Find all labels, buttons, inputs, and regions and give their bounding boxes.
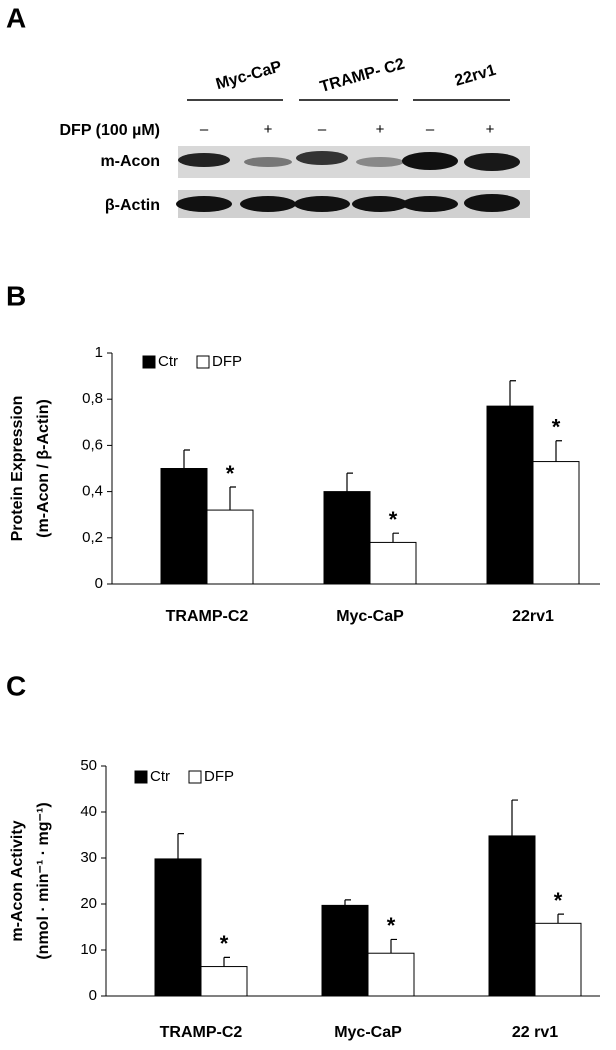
group-label: 22rv1 — [453, 62, 498, 90]
y-axis-label: (nmol · min⁻¹ · mg⁻¹) — [35, 802, 52, 959]
bar — [160, 468, 208, 585]
lane-label: – — [318, 121, 327, 138]
row-label: m-Acon — [100, 153, 160, 170]
y-tick-label: 1 — [95, 344, 103, 361]
y-axis-label: (m-Acon / β-Actin) — [35, 399, 52, 538]
bar — [154, 858, 202, 997]
error-bar — [229, 486, 236, 511]
error-bar — [223, 956, 230, 967]
legend-label: DFP — [212, 353, 242, 370]
y-tick-label: 0,6 — [82, 436, 103, 453]
legend-label: DFP — [204, 768, 234, 785]
error-bar — [509, 380, 516, 407]
bar — [532, 461, 580, 585]
x-tick-label: 22rv1 — [512, 608, 554, 625]
significance-mark: * — [387, 913, 396, 938]
legend-swatch — [142, 355, 156, 369]
y-tick-label: 0 — [89, 987, 97, 1004]
panel-label: A — [6, 2, 26, 33]
bar — [369, 541, 417, 585]
x-tick-label: TRAMP-C2 — [160, 1024, 243, 1041]
group-label: Myc-CaP — [214, 58, 284, 93]
error-bar — [177, 833, 184, 859]
y-tick-label: 40 — [80, 803, 97, 820]
legend-swatch — [188, 770, 202, 784]
significance-mark: * — [226, 461, 235, 486]
bar — [323, 491, 371, 585]
significance-mark: * — [389, 507, 398, 532]
y-tick-label: 10 — [80, 941, 97, 958]
row-label: β-Actin — [105, 197, 160, 214]
lane-label: – — [200, 121, 209, 138]
error-bar — [392, 532, 399, 543]
x-tick-label: Myc-CaP — [334, 1024, 402, 1041]
lane-label: + — [264, 121, 273, 138]
error-bar — [183, 449, 190, 469]
legend-label: Ctr — [150, 768, 170, 785]
significance-mark: * — [554, 888, 563, 913]
bar — [488, 835, 536, 997]
bar — [534, 922, 582, 997]
y-tick-label: 0,2 — [82, 529, 103, 546]
lane-label: – — [426, 121, 435, 138]
x-tick-label: TRAMP-C2 — [166, 608, 249, 625]
lane-label: + — [486, 121, 495, 138]
error-bar — [511, 799, 518, 836]
lane-label: + — [376, 121, 385, 138]
blot-image — [176, 146, 530, 218]
legend-swatch — [134, 770, 148, 784]
legend-swatch — [196, 355, 210, 369]
significance-mark: * — [220, 931, 229, 956]
panel-label: B — [6, 280, 26, 311]
error-bar — [346, 472, 353, 492]
panel-label: C — [6, 670, 26, 701]
error-bar — [344, 899, 351, 906]
y-tick-label: 0 — [95, 575, 103, 592]
y-axis-label: m-Acon Activity — [9, 820, 26, 941]
x-tick-label: Myc-CaP — [336, 608, 404, 625]
row-label: DFP (100 µM) — [60, 122, 161, 139]
significance-mark: * — [552, 415, 561, 440]
y-tick-label: 30 — [80, 849, 97, 866]
bar — [206, 509, 254, 585]
x-tick-label: 22 rv1 — [512, 1024, 558, 1041]
y-tick-label: 0,4 — [82, 483, 103, 500]
bar — [200, 966, 248, 997]
error-bar — [555, 440, 562, 462]
y-tick-label: 0,8 — [82, 390, 103, 407]
legend-label: Ctr — [158, 353, 178, 370]
bar — [321, 904, 369, 997]
y-tick-label: 20 — [80, 895, 97, 912]
error-bar — [390, 938, 397, 954]
y-axis-label: Protein Expression — [9, 396, 26, 542]
y-tick-label: 50 — [80, 757, 97, 774]
group-label: TRAMP- C2 — [318, 56, 407, 96]
error-bar — [557, 913, 564, 924]
bar — [367, 952, 415, 997]
bar — [486, 405, 534, 585]
